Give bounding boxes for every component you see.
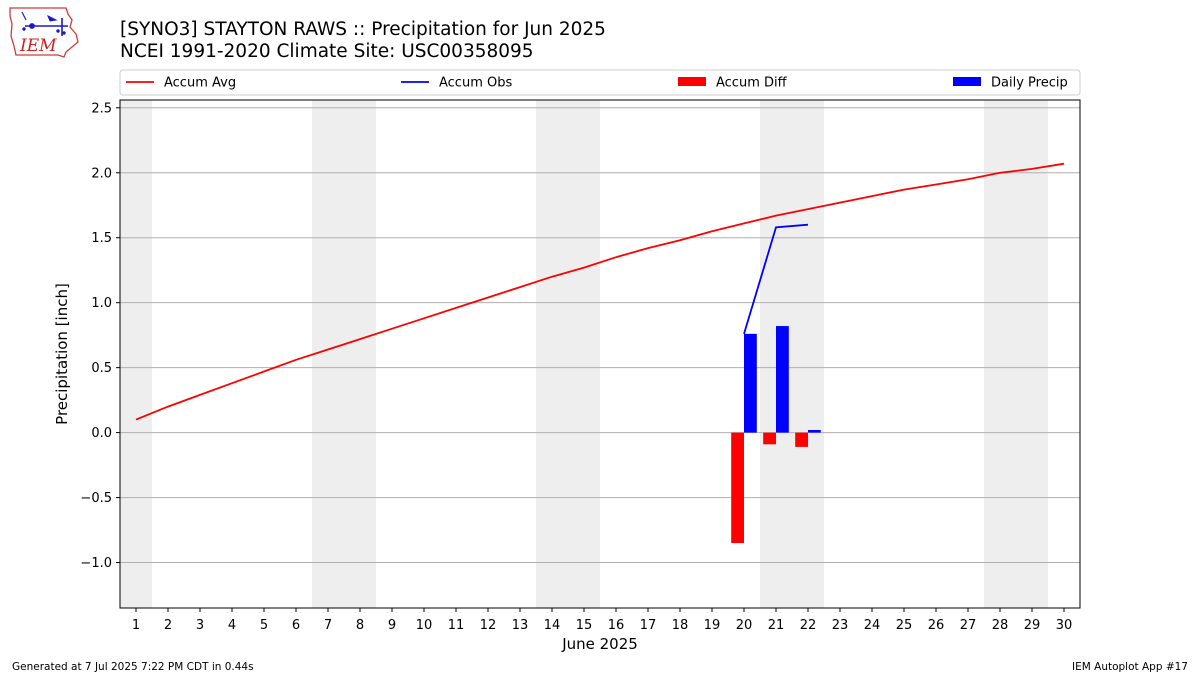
x-axis-label: June 2025: [561, 635, 638, 653]
y-tick-label: 2.0: [91, 166, 112, 181]
iem-logo: IEM: [9, 7, 79, 58]
x-tick-label: 27: [960, 618, 977, 633]
weekend-band-4: [984, 100, 1048, 608]
legend-label: Accum Obs: [439, 76, 512, 91]
legend-label: Daily Precip: [991, 76, 1068, 91]
y-tick-label: −1.0: [80, 556, 112, 571]
x-tick-label: 3: [196, 618, 204, 633]
weekend-band-0: [120, 100, 152, 608]
y-tick-label: −0.5: [80, 491, 112, 506]
y-tick-label: 0.5: [91, 361, 112, 376]
x-tick-label: 19: [704, 618, 721, 633]
weekend-shading: [120, 100, 1048, 608]
logo-text: IEM: [19, 36, 57, 56]
x-tick-label: 23: [832, 618, 849, 633]
x-tick-label: 4: [228, 618, 236, 633]
x-tick-label: 13: [512, 618, 529, 633]
x-tick-label: 18: [672, 618, 689, 633]
x-tick-label: 9: [388, 618, 396, 633]
y-tick-label: 0.0: [91, 426, 112, 441]
daily-precip-bar: [776, 326, 789, 433]
x-tick-label: 10: [416, 618, 433, 633]
accum-diff-bar: [731, 432, 744, 544]
x-tick-label: 29: [1024, 618, 1041, 633]
legend-label: Accum Diff: [716, 76, 788, 91]
x-tick-label: 6: [292, 618, 300, 633]
x-tick-label: 11: [448, 618, 465, 633]
legend-swatch: [678, 77, 706, 86]
x-tick-label: 15: [576, 618, 593, 633]
footer-generated: Generated at 7 Jul 2025 7:22 PM CDT in 0…: [12, 661, 254, 673]
footer-app: IEM Autoplot App #17: [1072, 661, 1188, 673]
x-tick-label: 17: [640, 618, 657, 633]
accum-diff-bar: [763, 432, 776, 445]
plot-frame: [119, 99, 1081, 609]
legend-label: Accum Avg: [164, 76, 236, 91]
x-axis-ticks: 1 2 3 4 5 6 7 8 9 10 11 12 13 14 15 16 17 18 19 20 21 22 23 24 2…: [132, 608, 1072, 633]
x-tick-label: 25: [896, 618, 913, 633]
series-lines: [135, 162, 1065, 421]
x-tick-label: 16: [608, 618, 625, 633]
bars: [731, 326, 821, 544]
legend: Accum Avg Accum Obs Accum Diff Daily Precip: [119, 69, 1081, 96]
grid-lines: [120, 107, 1080, 564]
x-tick-label: 14: [544, 618, 561, 633]
weekend-band-1: [312, 100, 376, 608]
y-axis-ticks: −1.0 −0.5 0.0 0.5 1.0 1.5 2.0 2.5: [80, 101, 120, 571]
y-axis-label: Precipitation [inch]: [53, 283, 71, 425]
iowa-state-outline-icon: [9, 7, 79, 58]
weather-station-icon: [21, 11, 68, 36]
x-tick-label: 30: [1056, 618, 1073, 633]
x-tick-label: 12: [480, 618, 497, 633]
x-tick-label: 2: [164, 618, 172, 633]
daily-precip-bar: [744, 333, 757, 433]
x-tick-label: 20: [736, 618, 753, 633]
x-tick-label: 26: [928, 618, 945, 633]
accum-obs-line: [743, 223, 809, 335]
legend-swatch: [953, 77, 981, 86]
legend-box: [119, 69, 1081, 96]
x-tick-label: 8: [356, 618, 364, 633]
chart-title: [SYNO3] STAYTON RAWS :: Precipitation fo…: [120, 19, 606, 40]
y-tick-label: 1.0: [91, 296, 112, 311]
accum-avg-line: [135, 162, 1065, 421]
x-tick-label: 1: [132, 618, 140, 633]
y-tick-label: 2.5: [91, 101, 112, 116]
x-tick-label: 5: [260, 618, 268, 633]
y-tick-label: 1.5: [91, 231, 112, 246]
weekend-band-2: [536, 100, 600, 608]
chart-subtitle: NCEI 1991-2020 Climate Site: USC00358095: [120, 41, 534, 62]
x-tick-label: 28: [992, 618, 1009, 633]
x-tick-label: 7: [324, 618, 332, 633]
accum-diff-bar: [795, 432, 808, 447]
weekend-band-3: [760, 100, 824, 608]
daily-precip-bar: [808, 430, 821, 433]
x-tick-label: 24: [864, 618, 881, 633]
x-tick-label: 21: [768, 618, 785, 633]
x-tick-label: 22: [800, 618, 817, 633]
